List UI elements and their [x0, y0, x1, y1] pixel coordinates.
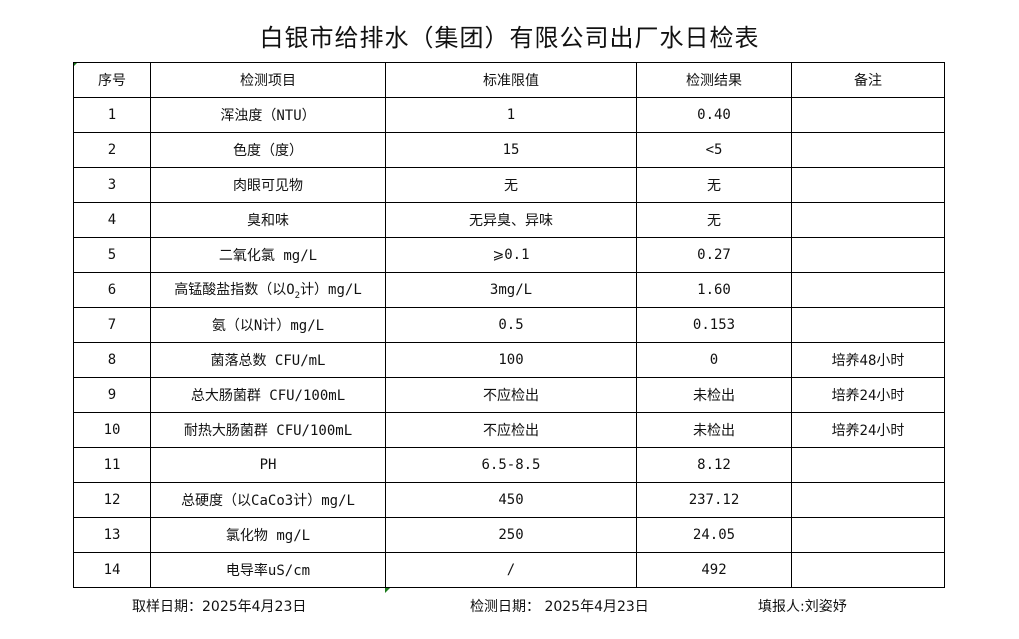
cell-limit: 不应检出 [385, 412, 637, 448]
cell-result: 未检出 [636, 377, 792, 413]
cell-limit: 450 [385, 482, 637, 518]
sample-date: 取样日期：2025年4月23日 [132, 599, 307, 615]
cell-limit: 6.5-8.5 [385, 447, 637, 483]
cell-item: PH [150, 447, 386, 483]
cell-item: 菌落总数 CFU/mL [150, 342, 386, 378]
cell-no: 14 [73, 552, 151, 588]
cell-result: 0 [636, 342, 792, 378]
cell-note [791, 202, 945, 238]
cell-limit: 100 [385, 342, 637, 378]
cell-item: 耐热大肠菌群 CFU/100mL [150, 412, 386, 448]
cell-no: 5 [73, 237, 151, 273]
cell-no: 8 [73, 342, 151, 378]
cell-result: 24.05 [636, 517, 792, 553]
cell-result: 无 [636, 202, 792, 238]
cell-no: 12 [73, 482, 151, 518]
table-row: 7 氨（以N计）mg/L 0.5 0.153 [73, 307, 945, 343]
cell-result: 492 [636, 552, 792, 588]
inspection-table: 序号 检测项目 标准限值 检测结果 备注 1 浑浊度（NTU） 1 0.40 2 色度（度… [73, 62, 945, 588]
test-date: 检测日期： 2025年4月23日 [470, 599, 649, 615]
cell-note [791, 552, 945, 588]
table-row: 13 氯化物 mg/L 250 24.05 [73, 517, 945, 553]
cell-limit: 3mg/L [385, 272, 637, 308]
table-row: 1 浑浊度（NTU） 1 0.40 [73, 97, 945, 133]
cell-note [791, 517, 945, 553]
reporter: 填报人:刘姿妤 [758, 599, 847, 615]
cell-limit: / [385, 552, 637, 588]
header-cell: 检测项目 [150, 62, 386, 98]
cell-item: 肉眼可见物 [150, 167, 386, 203]
cell-no: 10 [73, 412, 151, 448]
table-row: 3 肉眼可见物无无 [73, 167, 945, 203]
cell-result: 0.153 [636, 307, 792, 343]
header-row: 序号 检测项目 标准限值 检测结果 备注 [73, 62, 945, 98]
cell-limit: 无 [385, 167, 637, 203]
table-row: 9 总大肠菌群 CFU/100mL 不应检出 未检出 培养24小时 [73, 377, 945, 413]
cell-no: 9 [73, 377, 151, 413]
cell-item: 总大肠菌群 CFU/100mL [150, 377, 386, 413]
cell-limit: 250 [385, 517, 637, 553]
cell-limit: 无异臭、异味 [385, 202, 637, 238]
header-cell: 检测结果 [636, 62, 792, 98]
cell-note [791, 482, 945, 518]
cell-no: 13 [73, 517, 151, 553]
cell-limit: 15 [385, 132, 637, 168]
cell-note [791, 447, 945, 483]
cell-note [791, 237, 945, 273]
cell-note: 培养48小时 [791, 342, 945, 378]
header-cell: 序号 [73, 62, 151, 98]
item-text: 高锰酸盐指数（以O [174, 282, 295, 299]
cell-limit: 0.5 [385, 307, 637, 343]
cell-item: 臭和味 [150, 202, 386, 238]
cell-result: <5 [636, 132, 792, 168]
cell-result: 无 [636, 167, 792, 203]
header-cell: 备注 [791, 62, 945, 98]
cell-note [791, 272, 945, 308]
cell-item: 色度（度） [150, 132, 386, 168]
cell-no: 11 [73, 447, 151, 483]
cell-item: 电导率uS/cm [150, 552, 386, 588]
cell-no: 3 [73, 167, 151, 203]
table-row: 12 总硬度（以CaCo3计）mg/L 450 237.12 [73, 482, 945, 518]
cell-item: 浑浊度（NTU） [150, 97, 386, 133]
cell-result: 0.40 [636, 97, 792, 133]
cell-note [791, 307, 945, 343]
cell-no: 7 [73, 307, 151, 343]
cell-marker [385, 588, 390, 593]
cell-no: 6 [73, 272, 151, 308]
cell-item: 氯化物 mg/L [150, 517, 386, 553]
table-row: 4 臭和味 无异臭、异味无 [73, 202, 945, 238]
page-title: 白银市给排水（集团）有限公司出厂水日检表 [259, 24, 760, 52]
cell-limit: 1 [385, 97, 637, 133]
cell-item: 二氧化氯 mg/L [150, 237, 386, 273]
cell-result: 8.12 [636, 447, 792, 483]
table-row: 2 色度（度） 15 <5 [73, 132, 945, 168]
cell-no: 2 [73, 132, 151, 168]
table-row: 14 电导率uS/cm/492 [73, 552, 945, 588]
cell-result: 237.12 [636, 482, 792, 518]
header-cell: 标准限值 [385, 62, 637, 98]
cell-note [791, 132, 945, 168]
table-row: 8 菌落总数 CFU/mL 100 0 培养48小时 [73, 342, 945, 378]
cell-result: 1.60 [636, 272, 792, 308]
cell-note: 培养24小时 [791, 377, 945, 413]
table-row: 11 PH 6.5-8.5 8.12 [73, 447, 945, 483]
cell-note: 培养24小时 [791, 412, 945, 448]
cell-no: 1 [73, 97, 151, 133]
cell-limit: 不应检出 [385, 377, 637, 413]
item-text-tail: 计）mg/L [300, 282, 362, 299]
cell-note [791, 167, 945, 203]
cell-result: 未检出 [636, 412, 792, 448]
cell-result: 0.27 [636, 237, 792, 273]
cell-limit: ⩾0.1 [385, 237, 637, 273]
table-row: 6 高锰酸盐指数（以O2计）mg/L 3mg/L 1.60 [73, 272, 945, 308]
cell-note [791, 97, 945, 133]
cell-item: 总硬度（以CaCo3计）mg/L [150, 482, 386, 518]
table-row: 10 耐热大肠菌群 CFU/100mL 不应检出 未检出 培养24小时 [73, 412, 945, 448]
cell-no: 4 [73, 202, 151, 238]
table-row: 5 二氧化氯 mg/L ⩾0.1 0.27 [73, 237, 945, 273]
cell-item: 氨（以N计）mg/L [150, 307, 386, 343]
item-subscript: 2 [294, 290, 301, 301]
cell-item: 高锰酸盐指数（以O2计）mg/L [150, 272, 386, 308]
